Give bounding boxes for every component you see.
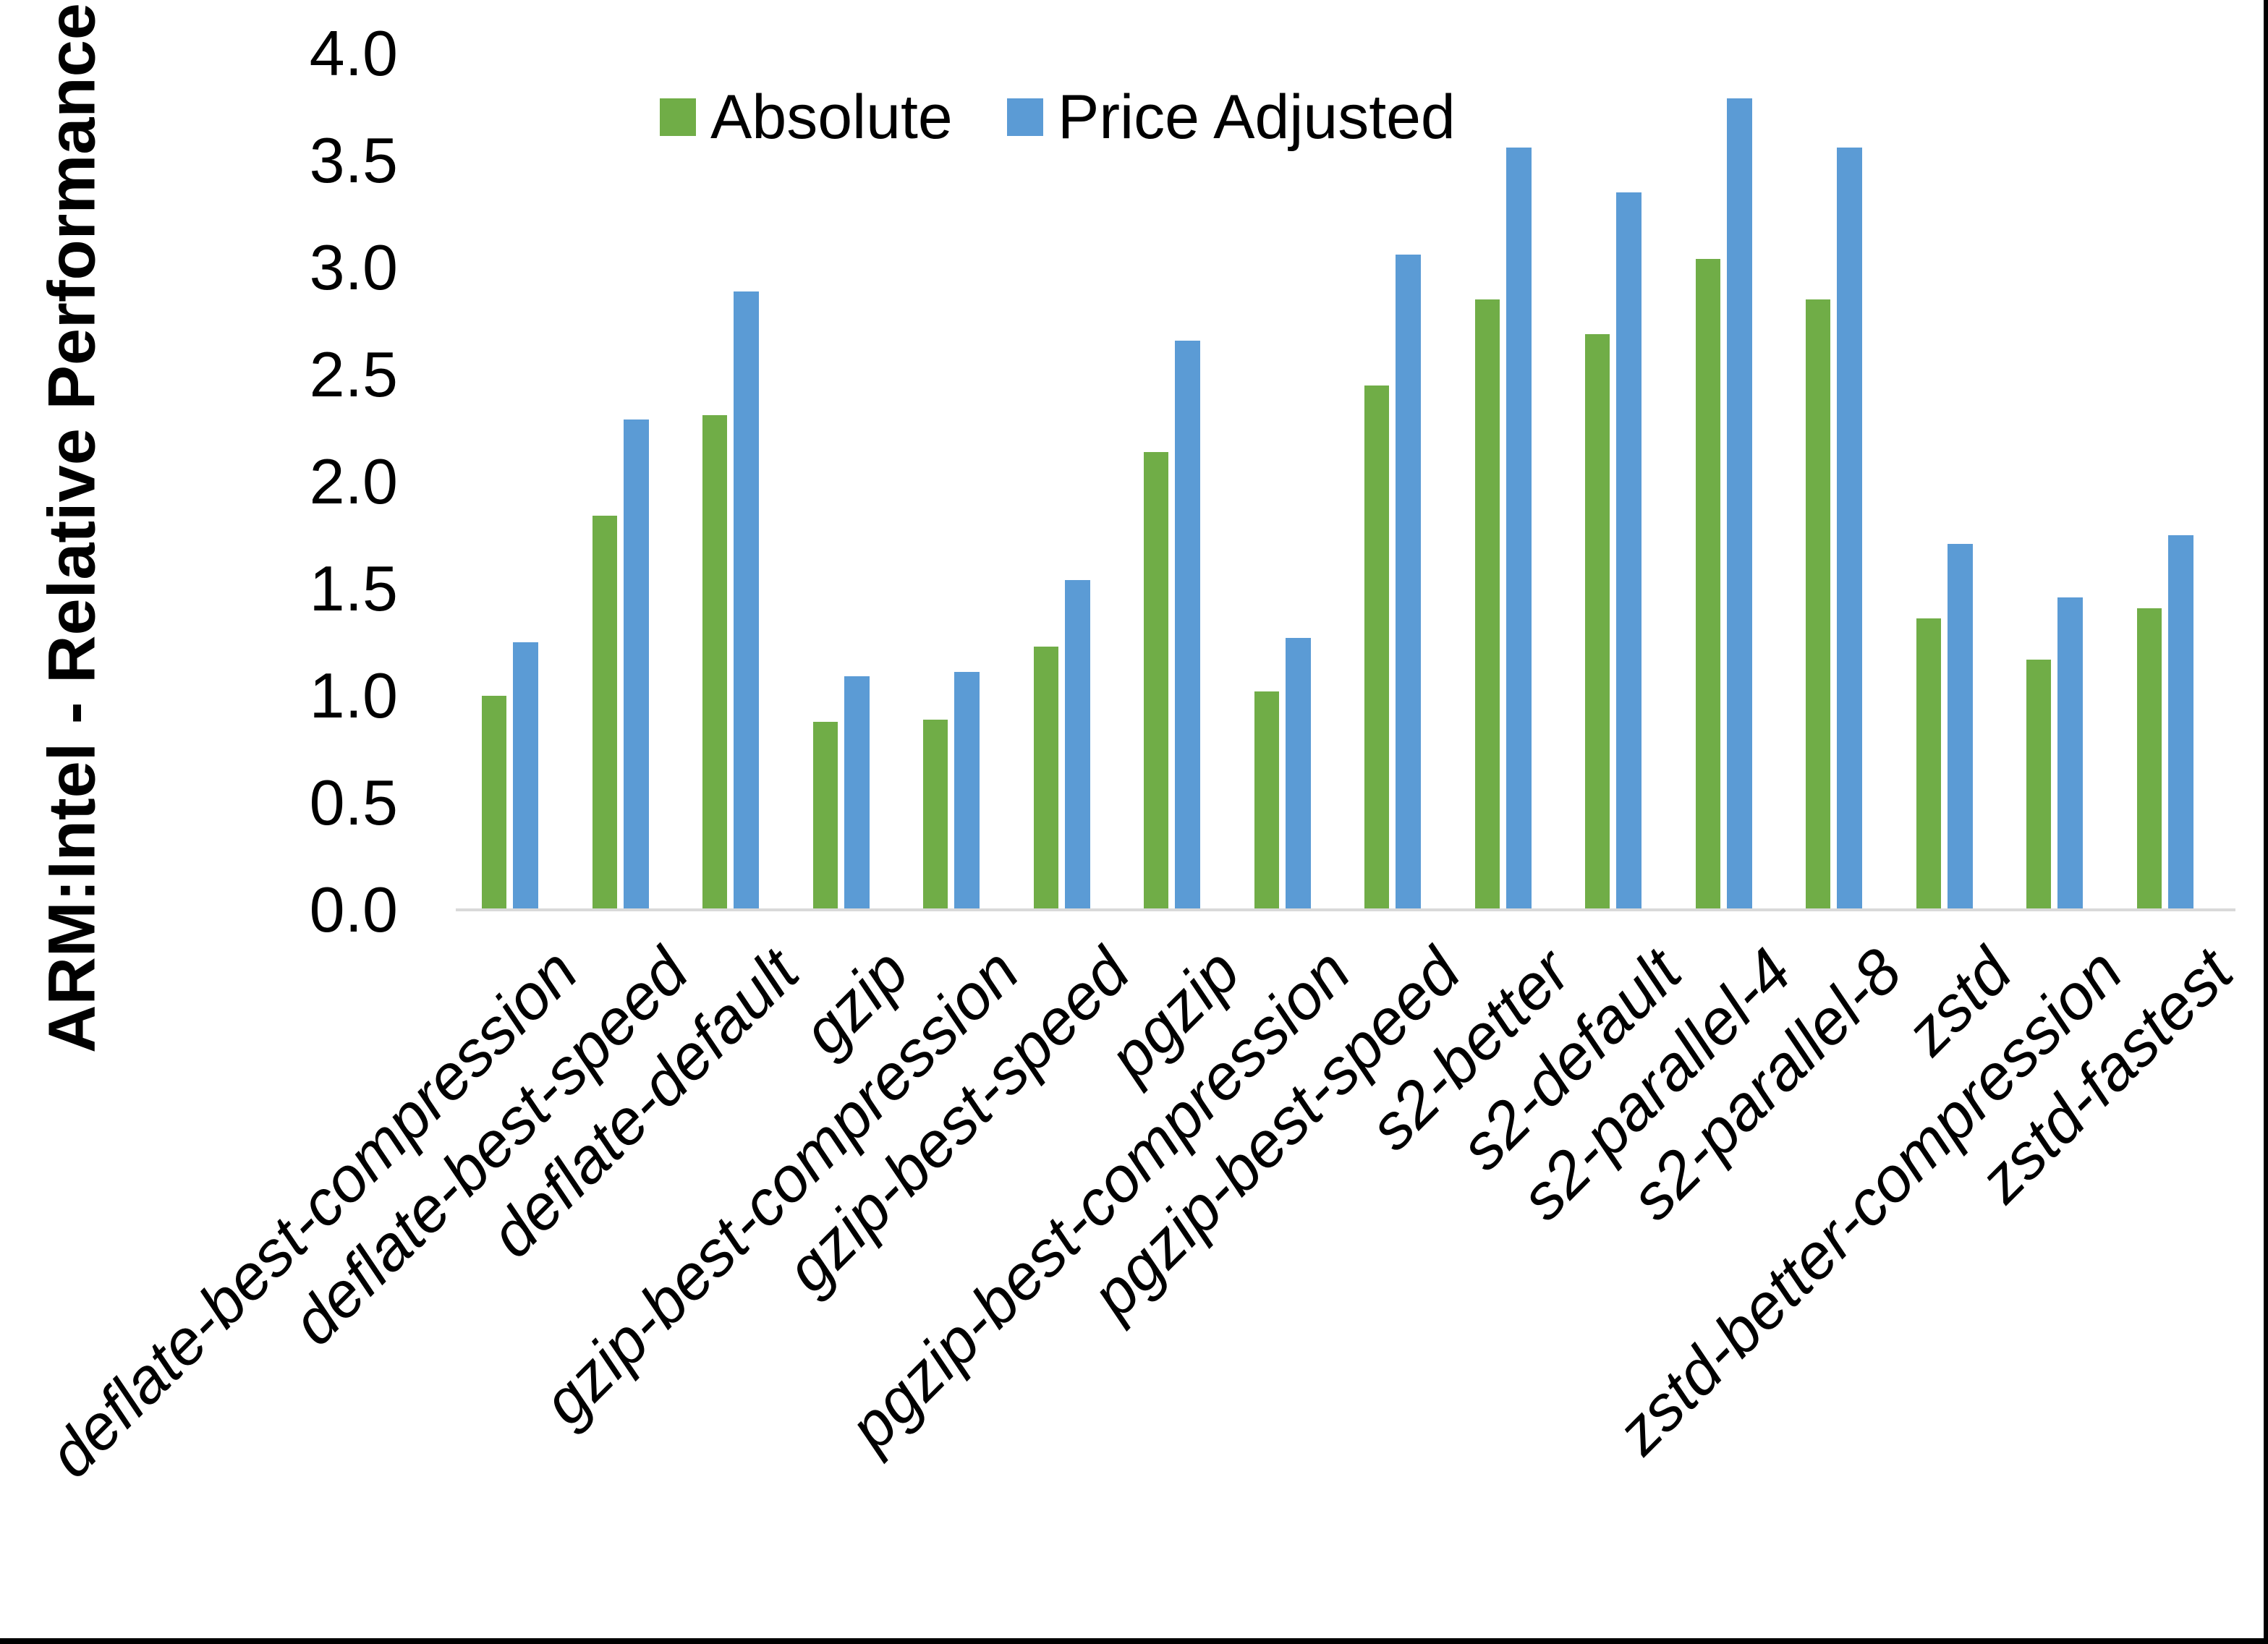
bar-absolute-deflate-best-speed	[592, 516, 617, 910]
y-tick-label: 0.0	[309, 874, 398, 945]
bar-absolute-gzip-best-speed	[1033, 647, 1058, 910]
bar-absolute-s2-better	[1474, 299, 1500, 910]
y-tick-label: 1.5	[309, 553, 398, 624]
y-tick-label: 2.5	[309, 338, 398, 410]
x-axis-line	[456, 908, 2235, 911]
screenshot-bottom-border	[0, 1638, 2268, 1644]
bar-absolute-s2-default	[1585, 334, 1610, 910]
bar-absolute-deflate-best-compression	[482, 696, 506, 910]
bar-price-adjusted-zstd	[1947, 544, 1973, 910]
legend-label: Price Adjusted	[1058, 82, 1456, 152]
bar-price-adjusted-s2-default	[1616, 192, 1641, 910]
bar-absolute-pgzip	[1144, 452, 1168, 910]
legend-label: Absolute	[710, 82, 953, 152]
bar-price-adjusted-s2-parallel-8	[1837, 148, 1862, 910]
bar-price-adjusted-zstd-fastest	[2167, 535, 2193, 910]
bar-price-adjusted-pgzip-best-compression	[1285, 638, 1311, 910]
bar-absolute-gzip-best-compression	[923, 720, 948, 910]
y-tick-label: 1.0	[309, 660, 398, 731]
y-tick-label: 2.0	[309, 446, 398, 517]
bar-absolute-zstd-fastest	[2136, 608, 2162, 910]
bar-absolute-pgzip-best-compression	[1254, 691, 1279, 910]
bar-price-adjusted-s2-parallel-4	[1726, 98, 1752, 910]
legend-swatch-price-adjusted	[1007, 98, 1043, 136]
bar-absolute-s2-parallel-8	[1806, 299, 1830, 910]
screenshot-right-border	[2264, 0, 2268, 1644]
bar-price-adjusted-deflate-best-speed	[623, 419, 649, 910]
y-tick-label: 0.5	[309, 767, 398, 838]
bar-price-adjusted-zstd-better-compression	[2057, 597, 2083, 910]
bar-price-adjusted-gzip	[844, 676, 870, 910]
bar-absolute-zstd-better-compression	[2026, 660, 2051, 910]
y-tick-label: 3.0	[309, 231, 398, 303]
bar-price-adjusted-gzip-best-compression	[954, 672, 980, 910]
y-tick-label: 4.0	[309, 17, 398, 89]
legend-swatch-absolute	[660, 98, 696, 136]
bar-price-adjusted-gzip-best-speed	[1064, 580, 1090, 910]
bar-absolute-deflate-default	[702, 415, 727, 910]
bar-absolute-zstd	[1916, 618, 1941, 910]
bar-price-adjusted-pgzip	[1175, 341, 1200, 910]
bar-absolute-s2-parallel-4	[1695, 259, 1720, 910]
bar-absolute-pgzip-best-speed	[1364, 386, 1389, 910]
bar-price-adjusted-pgzip-best-speed	[1396, 255, 1421, 910]
bar-price-adjusted-deflate-best-compression	[513, 642, 538, 910]
y-tick-label: 3.5	[309, 124, 398, 196]
bar-price-adjusted-s2-better	[1505, 148, 1532, 910]
bar-absolute-gzip	[812, 722, 838, 910]
bar-price-adjusted-deflate-default	[734, 291, 759, 910]
y-axis-title: ARM:Intel - Relative Performance	[35, 3, 109, 1053]
